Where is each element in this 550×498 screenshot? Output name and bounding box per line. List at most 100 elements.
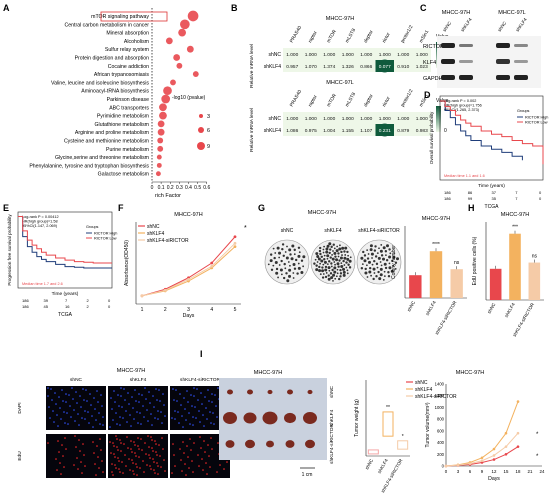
g-colony <box>387 275 391 278</box>
micro-cell <box>61 444 63 446</box>
micro-cell <box>79 395 81 397</box>
micro-cell <box>127 392 129 394</box>
f-legend-label: shKLF4-siRICTOR <box>147 238 189 244</box>
b-cell <box>357 112 376 124</box>
g-colony <box>394 261 398 264</box>
g-colony <box>339 275 342 278</box>
micro-cell <box>66 412 68 414</box>
micro-cell <box>205 407 207 409</box>
micro-cell <box>132 407 134 409</box>
g-colony <box>383 270 386 273</box>
g-colony <box>300 259 304 262</box>
micro-cell <box>160 466 162 468</box>
micro-cell <box>136 474 138 476</box>
micro-cell <box>216 471 218 473</box>
g-colony <box>340 262 343 264</box>
micro-cell <box>134 444 136 446</box>
micro-cell <box>102 424 104 426</box>
band-klf4-2 <box>459 60 473 63</box>
micro-cell <box>139 412 141 414</box>
a-tick-label: 0.4 <box>185 185 192 191</box>
micro-cell <box>113 445 115 447</box>
micro-cell <box>65 393 67 395</box>
micro-cell <box>155 443 157 445</box>
micro-cell <box>182 426 184 428</box>
vol-ytick: 1000 <box>435 405 445 410</box>
g-plate-label: shKLF4-siRICTOR <box>358 228 400 234</box>
a-legend-dot-6 <box>198 127 204 133</box>
b-cell <box>283 60 302 72</box>
micro-cell <box>179 448 181 450</box>
micro-cell <box>55 458 57 460</box>
g-colony <box>334 277 337 280</box>
km-xlabel: Time (years) <box>52 291 79 297</box>
micro-cell <box>134 452 136 454</box>
micro-cell <box>119 471 121 473</box>
g-colony <box>293 248 296 252</box>
box <box>397 440 409 450</box>
micro-cell <box>173 454 175 456</box>
g-colony <box>324 275 328 279</box>
f-ylabel: Absorbance(OD450) <box>124 240 130 286</box>
g-colony <box>360 267 364 270</box>
g-colony <box>288 274 292 278</box>
micro-cell <box>152 450 154 452</box>
g-colony <box>316 261 319 263</box>
bar <box>450 269 463 298</box>
b-cell-value: 1.000 <box>323 52 335 58</box>
b-cell-value: 0.975 <box>305 128 317 134</box>
micro-cell <box>60 418 62 420</box>
micro-cell <box>134 389 136 391</box>
g-colony <box>367 253 370 255</box>
km-overall-survival: Overall survival probability Log-rank P =… <box>429 95 548 210</box>
i-tumor <box>307 389 313 395</box>
c-row-gapdh: GAPDH <box>423 76 443 82</box>
micro-cell <box>58 451 60 453</box>
g-colony <box>296 272 299 275</box>
panel-b-label: B <box>231 3 238 13</box>
micro-cell <box>67 423 69 425</box>
micro-cell <box>99 438 101 440</box>
vol-title: MHCC-97H <box>456 370 484 376</box>
micro-cell <box>82 443 84 445</box>
g-colony <box>288 268 292 272</box>
band-gapdh-4 <box>514 75 528 80</box>
i-tumor <box>243 412 257 424</box>
a-legend-6: 6 <box>207 128 210 134</box>
g-colony <box>313 262 316 265</box>
i-tumor <box>287 389 293 395</box>
g-colony <box>297 246 301 249</box>
micro-cell <box>144 442 146 444</box>
c-row-klf4: KLF4 <box>423 60 436 66</box>
g-colony <box>388 266 392 270</box>
micro-cell <box>226 461 228 463</box>
g-colony <box>315 252 319 256</box>
micro-cell <box>193 442 195 444</box>
g-colony <box>322 251 325 254</box>
panel-g-label: G <box>258 203 265 213</box>
micro-cell <box>146 409 148 411</box>
micro-cell <box>211 401 213 403</box>
g-colony <box>323 254 326 257</box>
g-colony <box>380 254 384 257</box>
b-cell-value: 1.000 <box>397 116 409 122</box>
b-cell-value: 1.000 <box>416 116 428 122</box>
b-cell-value: 1.000 <box>305 52 317 58</box>
micro-cell <box>135 463 137 465</box>
micro-cell <box>93 397 95 399</box>
a-bubble <box>186 45 194 53</box>
b-column-label: deptor <box>363 29 375 44</box>
km-risk-low: 35 <box>492 196 497 201</box>
heatmap-97l: MHCC-97L PRAS40 raptor mTOR mLST8 deptor ricto… <box>249 80 449 152</box>
panel-e-label: E <box>3 203 9 213</box>
micro-cell <box>74 435 76 437</box>
g-colony <box>302 255 306 259</box>
vol-significance: * <box>536 454 539 460</box>
g-colony <box>336 245 339 248</box>
vol-xlabel: Days <box>488 476 500 482</box>
g-colony <box>363 254 367 257</box>
micro-cell <box>98 467 100 469</box>
g-colony <box>346 272 349 275</box>
micro-cell <box>84 418 86 420</box>
g-colony <box>374 245 377 248</box>
